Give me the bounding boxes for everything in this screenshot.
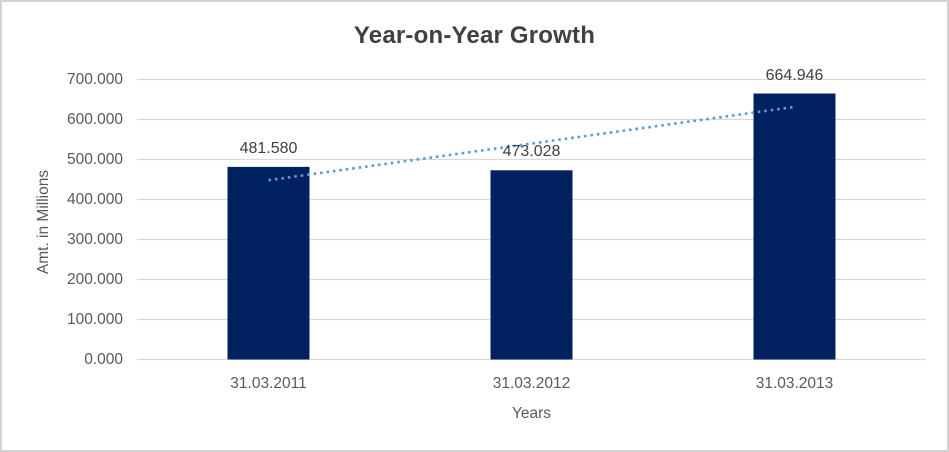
- data-label: 664.946: [765, 66, 824, 84]
- bar: [490, 170, 573, 360]
- trendline: [268, 105, 795, 182]
- x-tick-label: 31.03.2011: [230, 375, 307, 392]
- bar: [227, 166, 310, 360]
- x-tick-label: 31.03.2013: [755, 375, 834, 392]
- y-tick-label: 700.000: [66, 70, 123, 88]
- y-tick-label: 500.000: [66, 150, 123, 168]
- y-tick-label: 0.000: [84, 350, 123, 368]
- y-tick-label: 300.000: [66, 230, 123, 248]
- y-tick-label: 400.000: [66, 190, 123, 208]
- y-tick-label: 100.000: [66, 310, 123, 328]
- data-label: 481.580: [239, 139, 298, 157]
- x-tick-label: 31.03.2012: [492, 375, 571, 392]
- data-label: 473.028: [502, 143, 561, 161]
- y-tick-label: 200.000: [66, 270, 123, 288]
- bar: [753, 93, 836, 360]
- x-axis-title: Years: [511, 405, 552, 422]
- chart-title: Year-on-Year Growth: [353, 22, 596, 49]
- y-tick-label: 600.000: [66, 110, 123, 128]
